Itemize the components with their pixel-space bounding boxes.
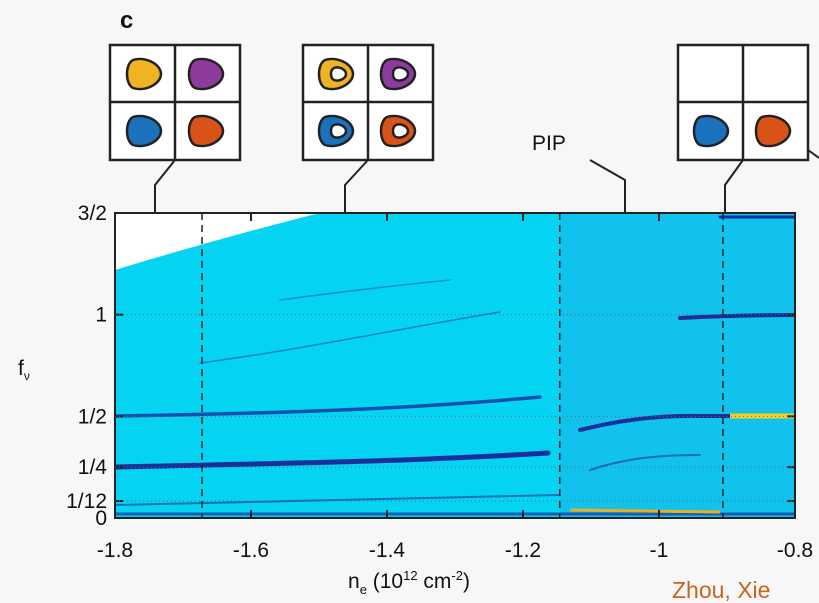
x-label-6: ): [463, 570, 470, 593]
credit: Zhou, Xie: [672, 577, 770, 603]
y-tick-label: 0: [95, 507, 107, 530]
schematic-1: [108, 43, 242, 213]
x-tick-label: -1.2: [505, 539, 541, 562]
schematic-2: [301, 43, 435, 213]
y-tick-label: 1: [95, 304, 107, 327]
plot-frame: [114, 212, 796, 519]
y-tick-label: 3/2: [78, 202, 107, 225]
y-tick-label: 1/12: [66, 490, 107, 513]
x-tick-label: -1.8: [97, 539, 133, 562]
annotation-leader: [589, 159, 626, 213]
panel-label: c: [120, 7, 133, 34]
x-axis-label: ne (1012 cm-2): [348, 568, 470, 597]
x-tick-label: -1.4: [369, 539, 406, 562]
heatmap: [115, 213, 795, 518]
x-label-5: -2: [451, 568, 463, 583]
annotation: PIP: [532, 132, 566, 155]
x-tick-label: -0.8: [777, 539, 813, 562]
x-label-1: e: [360, 582, 367, 597]
y-tick-label: 1/2: [78, 405, 107, 428]
y-axis-label: fν: [18, 357, 30, 383]
x-label-0: n: [348, 570, 360, 593]
x-label-4: cm: [418, 570, 452, 593]
y-axis-label-main: f: [18, 357, 24, 380]
y-tick-label: 1/4: [78, 456, 108, 479]
x-tick-label: -1: [650, 539, 669, 562]
x-label-3: 12: [403, 568, 417, 583]
y-axis-label-sub: ν: [24, 369, 30, 383]
schematic-3: [676, 43, 819, 213]
x-tick-label: -1.6: [233, 539, 269, 562]
x-label-2: (10: [367, 570, 403, 593]
